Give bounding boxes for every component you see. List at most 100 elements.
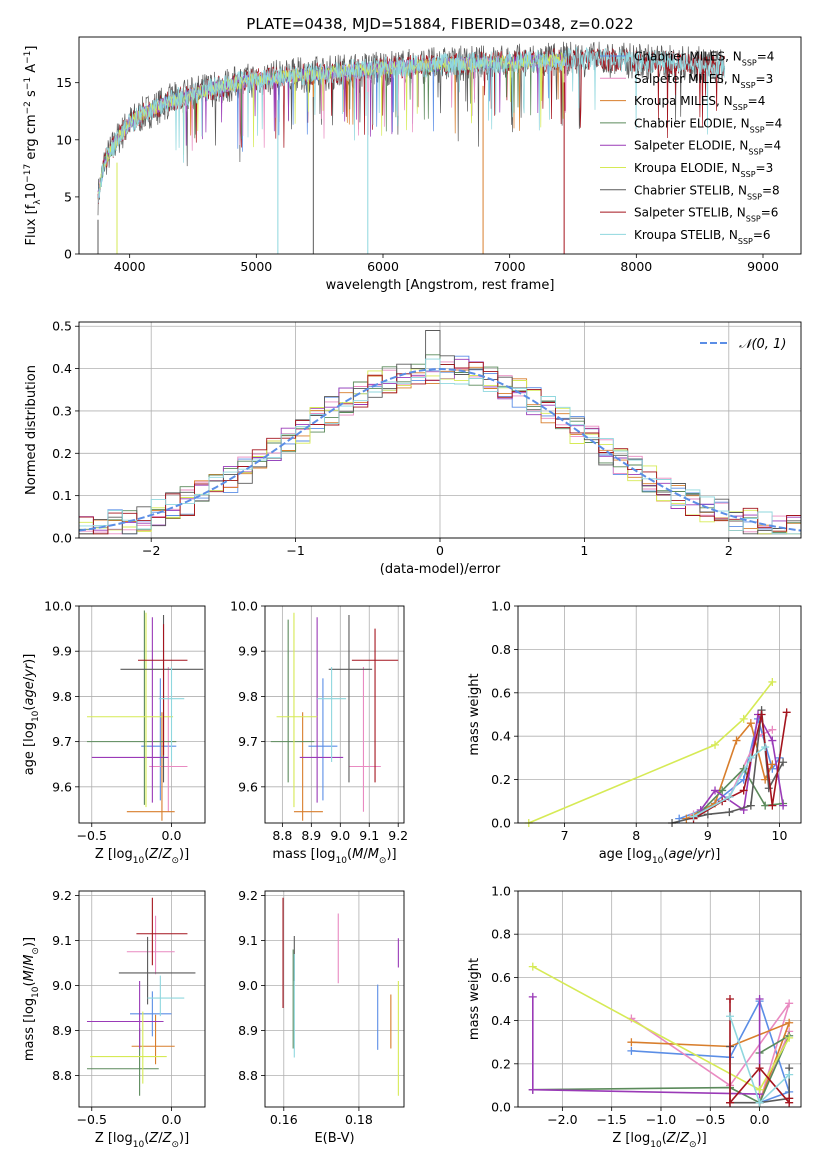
y-tick-label: 10.0	[44, 599, 72, 614]
x-tick-label: 0.0	[162, 1112, 182, 1127]
y-tick-label: 0.2	[491, 1056, 511, 1071]
x-tick-label: 9.1	[359, 828, 379, 843]
weight-line-kroupa-elodie	[528, 681, 773, 824]
histogram-chabrier-stelib	[79, 330, 801, 535]
weight-line-salpeter-elodie	[531, 996, 761, 1095]
y-tick-label: 0.8	[491, 927, 511, 942]
axes-4: 7 8 9 10 0.0 0.2 0.4 0.6 0.8 1.0 age [log10(age/yr…	[467, 599, 802, 866]
weight-marker-salpeter-miles	[785, 999, 794, 1008]
y-tick-label: 0.8	[491, 642, 511, 657]
x-axis-label: age [log10(age/yr)]	[599, 847, 721, 866]
x-tick-label: 0.16	[270, 1112, 298, 1127]
axes-frame	[78, 605, 206, 824]
y-tick-label: 8.9	[52, 1023, 72, 1038]
x-tick-label: 10	[772, 828, 788, 843]
y-tick-label: 9.8	[52, 689, 72, 704]
weight-marker-salpeter-miles	[768, 725, 777, 734]
y-tick-label: 5	[64, 189, 72, 204]
weight-marker-salpeter-stelib	[755, 1064, 764, 1073]
y-tick-label: 10.0	[230, 599, 258, 614]
x-tick-label: −1	[286, 543, 304, 558]
x-tick-label: 9.0	[330, 828, 350, 843]
x-tick-label: 8000	[620, 259, 652, 274]
y-tick-label: 0.1	[52, 488, 72, 503]
y-tick-label: 9.2	[52, 888, 72, 903]
x-tick-label: 7000	[494, 259, 526, 274]
x-axis-label: Z [log10(Z/Z⊙)]	[95, 1131, 189, 1150]
y-axis-label: mass [log10(M/M⊙)]	[22, 937, 41, 1061]
weight-marker-kroupa-elodie	[785, 1033, 794, 1042]
axes-frame	[78, 36, 802, 255]
y-tick-label: 0.6	[491, 685, 511, 700]
y-tick-label: 0.4	[491, 1013, 511, 1028]
x-tick-label: −0.5	[77, 1112, 107, 1127]
y-tick-label: 0.0	[491, 816, 511, 831]
y-axis-label: Normed distribution	[24, 365, 39, 495]
y-tick-label: 1.0	[491, 884, 511, 899]
x-tick-label: −2	[142, 543, 160, 558]
y-tick-label: 9.7	[52, 734, 72, 749]
y-tick-label: 0.4	[491, 729, 511, 744]
y-tick-label: 0.4	[52, 361, 72, 376]
y-tick-label: 9.0	[52, 978, 72, 993]
weight-marker-kroupa-miles	[627, 1038, 636, 1047]
y-tick-label: 8.8	[238, 1068, 258, 1083]
x-tick-label: 0	[436, 543, 444, 558]
weight-marker-salpeter-elodie	[711, 786, 720, 795]
weight-marker-salpeter-stelib	[726, 1098, 735, 1107]
x-tick-label: 4000	[114, 259, 146, 274]
legend-label-salpeter-elodie: Salpeter ELODIE, NSSP=4	[634, 139, 781, 157]
y-tick-label: 0	[64, 247, 72, 262]
axes-frame	[517, 605, 802, 824]
weight-marker-salpeter-elodie	[755, 995, 764, 1003]
x-tick-label: 9.2	[388, 828, 408, 843]
x-tick-label: 8.8	[272, 828, 292, 843]
y-tick-label: 9.1	[238, 933, 258, 948]
x-tick-label: −1.0	[646, 1112, 676, 1127]
axes-5: −0.5 0.0 8.8 8.9 9.0 9.1 9.2 Z [log10(Z/Z⊙)] mas…	[22, 888, 206, 1150]
weight-marker-salpeter-elodie	[768, 736, 777, 745]
weight-marker-kroupa-elodie	[739, 714, 748, 723]
axes-0: 4000 5000 6000 7000 8000 9000 0 5 10 15 wavelength…	[23, 36, 802, 293]
weight-marker-salpeter-stelib	[726, 995, 735, 1003]
weight-marker-salpeter-elodie	[779, 801, 788, 810]
x-tick-label: 0.18	[345, 1112, 373, 1127]
weight-marker-kroupa-elodie	[711, 740, 720, 749]
legend-label-chabrier-miles: Chabrier MILES, NSSP=4	[634, 50, 774, 68]
normal-curve	[78, 367, 802, 532]
weight-marker-kroupa-elodie	[755, 1085, 764, 1094]
weight-marker-salpeter-elodie	[528, 1085, 537, 1094]
y-tick-label: 10	[56, 132, 72, 147]
x-axis-label: E(B-V)	[314, 1131, 354, 1146]
weight-marker-kroupa-miles	[746, 719, 755, 728]
y-axis-label: Flux [fλ10−17 erg cm−2 s−1 A−1]	[23, 46, 43, 246]
x-tick-label: −0.5	[77, 828, 107, 843]
axes-6: 0.16 0.18 8.8 8.9 9.0 9.1 9.2 E(B-V)	[238, 888, 405, 1146]
axes-7: −2.0 −1.5 −1.0 −0.5 0.0 0.0 0.2 0.4 0.6 0.8 1.0 Z […	[467, 884, 802, 1150]
legend-label-kroupa-stelib: Kroupa STELIB, NSSP=6	[634, 228, 771, 246]
x-axis-label: Z [log10(Z/Z⊙)]	[612, 1131, 706, 1150]
weight-line-kroupa-miles	[686, 721, 774, 820]
y-tick-label: 0.2	[491, 772, 511, 787]
weight-marker-chabrier-miles	[627, 1046, 636, 1055]
y-tick-label: 0.6	[491, 970, 511, 985]
weight-marker-salpeter-stelib	[782, 708, 791, 717]
x-axis-label: wavelength [Angstrom, rest frame]	[326, 278, 555, 293]
y-tick-label: 9.0	[238, 978, 258, 993]
y-tick-label: 9.9	[52, 644, 72, 659]
legend-label-salpeter-stelib: Salpeter STELIB, NSSP=6	[634, 206, 778, 224]
weight-marker-kroupa-miles	[768, 760, 777, 769]
weight-marker-salpeter-elodie	[528, 992, 537, 1001]
x-tick-label: 1	[580, 543, 588, 558]
legend-label-normal: 𝒩(0, 1)	[739, 337, 786, 352]
weight-marker-salpeter-stelib	[739, 786, 748, 795]
y-axis-label: age [log10(age/yr)]	[22, 654, 41, 776]
weight-marker-kroupa-elodie	[768, 677, 777, 686]
axes-2: −0.5 0.0 9.6 9.7 9.8 9.9 10.0 Z [log10(Z/Z⊙)] ag…	[22, 599, 206, 866]
x-axis-label: mass [log10(M/M⊙)]	[272, 847, 396, 866]
weight-marker-kroupa-stelib	[755, 1098, 764, 1107]
weight-line-kroupa-stelib	[693, 746, 766, 818]
axes-frame	[78, 890, 206, 1108]
y-tick-label: 1.0	[491, 599, 511, 614]
